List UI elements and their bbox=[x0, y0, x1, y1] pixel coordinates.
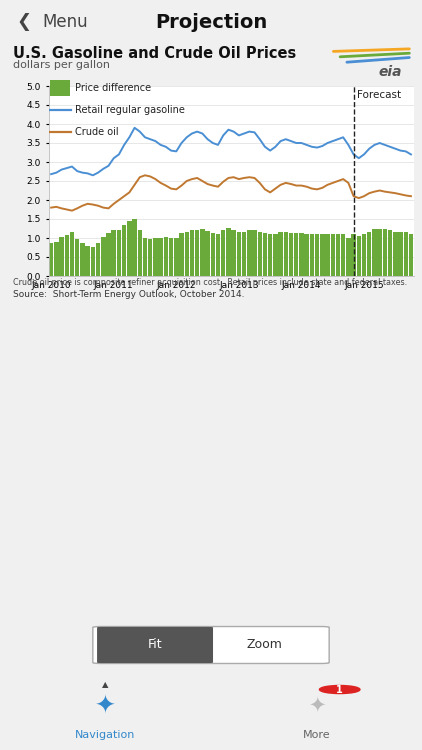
Bar bbox=[60, 237, 64, 276]
Text: Crude oil: Crude oil bbox=[75, 127, 119, 136]
Bar bbox=[388, 230, 392, 276]
Bar bbox=[372, 230, 377, 276]
Bar bbox=[117, 230, 121, 276]
Bar bbox=[310, 234, 314, 276]
Bar bbox=[195, 230, 199, 276]
FancyBboxPatch shape bbox=[97, 627, 213, 663]
Bar bbox=[211, 233, 215, 276]
Text: eia: eia bbox=[378, 65, 402, 79]
FancyBboxPatch shape bbox=[50, 80, 70, 97]
Bar bbox=[101, 237, 106, 276]
Bar bbox=[91, 247, 95, 276]
Bar bbox=[133, 219, 137, 276]
Bar bbox=[304, 234, 309, 276]
Bar bbox=[96, 243, 100, 276]
Bar bbox=[221, 230, 225, 276]
Text: 1: 1 bbox=[336, 685, 343, 694]
Text: Fit: Fit bbox=[148, 638, 162, 652]
Bar bbox=[85, 245, 90, 276]
Bar bbox=[75, 238, 79, 276]
Bar bbox=[263, 233, 267, 276]
Text: Crude oil price is composite refiner acquisition cost.  Retail prices include st: Crude oil price is composite refiner acq… bbox=[13, 278, 407, 287]
Bar bbox=[70, 232, 74, 276]
Bar bbox=[336, 234, 340, 276]
Text: Retail regular gasoline: Retail regular gasoline bbox=[75, 105, 185, 115]
Text: Menu: Menu bbox=[42, 13, 88, 31]
Bar bbox=[80, 243, 85, 276]
Bar bbox=[143, 238, 147, 276]
Bar bbox=[247, 230, 252, 276]
Bar bbox=[393, 232, 398, 276]
Bar bbox=[106, 233, 111, 276]
Text: Forecast: Forecast bbox=[357, 90, 401, 100]
Bar bbox=[127, 221, 132, 276]
Bar bbox=[398, 232, 403, 276]
Bar bbox=[383, 230, 387, 276]
Bar bbox=[284, 232, 288, 276]
FancyBboxPatch shape bbox=[93, 626, 329, 664]
Text: Projection: Projection bbox=[155, 13, 267, 32]
Text: ✦: ✦ bbox=[308, 696, 325, 716]
Bar bbox=[49, 242, 53, 276]
Bar bbox=[138, 230, 142, 276]
Bar bbox=[377, 229, 382, 276]
Bar bbox=[65, 235, 69, 276]
Text: ▲: ▲ bbox=[102, 680, 109, 689]
Bar bbox=[184, 232, 189, 276]
Text: More: More bbox=[303, 730, 330, 740]
Bar bbox=[299, 233, 304, 276]
Text: ❮: ❮ bbox=[17, 13, 32, 31]
Text: dollars per gallon: dollars per gallon bbox=[13, 60, 110, 70]
Bar bbox=[190, 230, 194, 276]
Bar bbox=[279, 232, 283, 276]
Bar bbox=[409, 234, 413, 276]
Bar bbox=[289, 233, 293, 276]
Bar bbox=[346, 238, 351, 276]
Text: Source:  Short-Term Energy Outlook, October 2014.: Source: Short-Term Energy Outlook, Octob… bbox=[13, 290, 244, 299]
Bar bbox=[237, 232, 241, 276]
Bar bbox=[252, 230, 257, 276]
Text: Navigation: Navigation bbox=[75, 730, 136, 740]
Bar bbox=[352, 234, 356, 276]
Bar bbox=[294, 233, 298, 276]
Bar bbox=[273, 234, 278, 276]
Bar bbox=[242, 232, 246, 276]
Text: ✦: ✦ bbox=[95, 694, 116, 718]
Bar bbox=[216, 234, 220, 276]
Bar bbox=[268, 234, 272, 276]
Bar bbox=[179, 233, 184, 276]
Bar bbox=[122, 225, 126, 276]
Bar bbox=[315, 234, 319, 276]
Text: U.S. Gasoline and Crude Oil Prices: U.S. Gasoline and Crude Oil Prices bbox=[13, 46, 296, 61]
Bar bbox=[325, 234, 330, 276]
Bar bbox=[341, 234, 345, 276]
Bar bbox=[111, 230, 116, 276]
Bar bbox=[257, 232, 262, 276]
Bar bbox=[362, 234, 366, 276]
Bar bbox=[169, 238, 173, 276]
Bar bbox=[320, 234, 325, 276]
Bar bbox=[403, 232, 408, 276]
Bar bbox=[330, 234, 335, 276]
Bar bbox=[200, 229, 205, 276]
Bar bbox=[153, 238, 158, 276]
Bar bbox=[158, 238, 163, 276]
Bar bbox=[367, 232, 371, 276]
Bar bbox=[206, 231, 210, 276]
Bar bbox=[164, 237, 168, 276]
Circle shape bbox=[319, 686, 360, 694]
Bar bbox=[231, 230, 236, 276]
Bar bbox=[54, 242, 59, 276]
Bar bbox=[148, 238, 152, 276]
Bar bbox=[357, 236, 361, 276]
Text: Price difference: Price difference bbox=[75, 83, 151, 93]
Bar bbox=[226, 228, 231, 276]
Text: Zoom: Zoom bbox=[247, 638, 283, 652]
Bar bbox=[174, 238, 179, 276]
